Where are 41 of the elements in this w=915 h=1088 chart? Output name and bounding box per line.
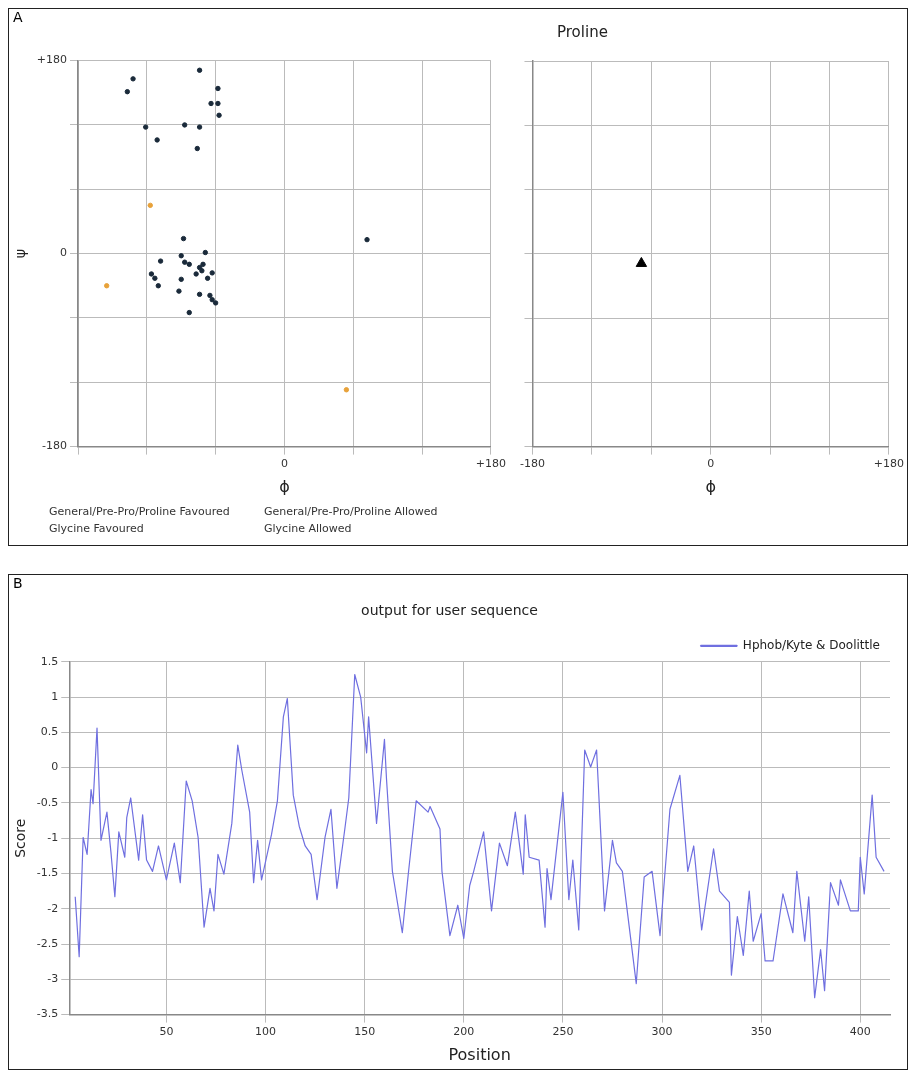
y-tick-label: 0 xyxy=(51,760,59,774)
x-tick-label: 0 xyxy=(707,457,715,471)
text: General/Pre-Pro/Proline Allowed xyxy=(264,505,439,518)
x-tick-label: 100 xyxy=(255,1025,277,1039)
x-tick-label: 350 xyxy=(750,1025,772,1039)
x-tick-label: +180 xyxy=(475,457,506,471)
y-tick-label: 0 xyxy=(60,246,68,260)
y-axis-title: Score xyxy=(12,818,29,858)
y-tick-label: -0.5 xyxy=(36,795,59,809)
y-axis-title: ψ xyxy=(12,248,29,259)
text: General/Pre-Pro/Proline Favoured xyxy=(49,505,231,518)
chart-title: Proline xyxy=(556,23,609,43)
y-tick-label: -180 xyxy=(42,439,68,453)
y-tick-label: -1.5 xyxy=(36,866,59,880)
x-tick-label: 0 xyxy=(280,457,288,471)
x-tick-label: 150 xyxy=(354,1025,376,1039)
x-axis-title: ϕ xyxy=(705,476,716,496)
y-tick-label: 0.5 xyxy=(40,725,59,739)
x-tick-label: -180 xyxy=(520,457,545,471)
y-tick-label: -2.5 xyxy=(36,936,59,950)
text: Glycine Favoured xyxy=(49,522,145,535)
text: Glycine Allowed xyxy=(264,522,353,535)
x-axis-title: ϕ xyxy=(279,476,290,496)
y-tick-label: -3.5 xyxy=(36,1007,59,1021)
x-tick-label: 50 xyxy=(159,1025,174,1039)
x-tick-label: 300 xyxy=(651,1025,673,1039)
chart-title: output for user sequence xyxy=(361,602,538,619)
text: A xyxy=(13,9,23,25)
y-tick-label: 1 xyxy=(51,689,59,703)
y-tick-label: +180 xyxy=(36,53,68,67)
y-tick-label: -1 xyxy=(47,831,59,845)
x-tick-label: 400 xyxy=(849,1025,871,1039)
x-tick-label: 250 xyxy=(552,1025,574,1039)
legend-label: Hphob/Kyte & Doolittle xyxy=(742,637,880,652)
x-tick-label: 200 xyxy=(453,1025,475,1039)
y-tick-label: 1.5 xyxy=(40,654,59,668)
y-tick-label: -2 xyxy=(47,901,59,915)
y-tick-label: -3 xyxy=(47,972,59,986)
x-tick-label: +180 xyxy=(873,457,904,471)
x-axis-title: Position xyxy=(448,1044,511,1064)
text: B xyxy=(13,575,23,591)
